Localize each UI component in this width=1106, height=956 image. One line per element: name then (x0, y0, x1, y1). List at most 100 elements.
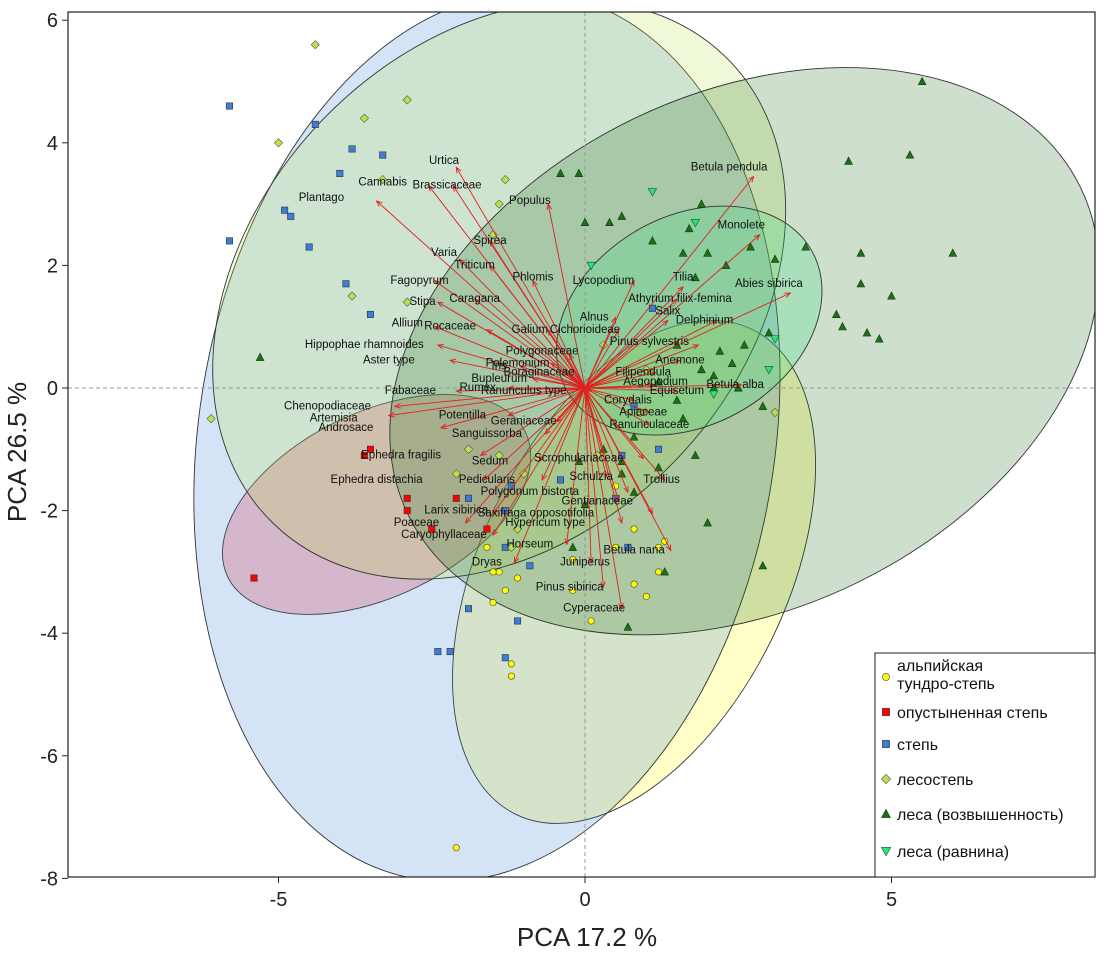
arrow-monolete (584, 233, 761, 389)
x-tick-label--5: -5 (270, 889, 288, 911)
arrow-head-polygonaceae (569, 353, 575, 361)
ellipse-3 (193, 12, 781, 877)
arrow-line-cichorioideae (584, 329, 620, 389)
arrow-line-horseum (566, 387, 586, 545)
var-label-cannabis: Cannabis (358, 177, 407, 189)
point-s3-17 (446, 648, 454, 656)
var-label-urtica: Urtica (429, 155, 460, 167)
point-s3-4 (379, 151, 387, 159)
arrow-head-stipa (436, 301, 444, 308)
arrow-line-caragana (474, 298, 586, 389)
arrow-head-artemisia (387, 412, 395, 418)
point-s3-5 (336, 169, 344, 177)
point-s3-9 (305, 243, 313, 251)
arrow-line-galium (547, 329, 586, 389)
arrow-line-varia (459, 258, 586, 389)
point-s5-53 (255, 352, 265, 361)
arrow-line-cyperaceae (584, 387, 623, 609)
point-s6-1 (647, 188, 658, 197)
point-s3-26 (648, 304, 656, 312)
arrow-cyperaceae (584, 387, 624, 610)
x-tick-label-5: 5 (886, 889, 897, 911)
arrow-head-scrophulariaceae (637, 452, 644, 460)
var-label-boraginaceae: Boraginaceae (504, 367, 575, 379)
point-s2-5 (452, 494, 460, 502)
point-s2-6 (483, 525, 491, 533)
arrow-polygonaceae (569, 353, 586, 389)
arrow-pinus-sibirica (584, 387, 606, 589)
arrow-line-dryas (514, 387, 586, 563)
point-s1-8 (569, 556, 577, 564)
arrow-horseum (564, 387, 586, 546)
arrow-head-delphinium (710, 320, 718, 326)
point-s5-2 (844, 156, 853, 165)
var-label-pedicularis: Pedicularis (459, 474, 515, 486)
var-label-ephedra-distachia: Ephedra distachia (331, 474, 424, 486)
var-label-horseum: Horseum (507, 538, 554, 550)
var-label-poaceae: Poaceae (394, 517, 439, 529)
point-s1-13 (483, 543, 491, 551)
arrow-equisetum (584, 387, 679, 394)
arrow-betula-nana (584, 387, 672, 552)
var-label-hypericum-type: Hypericum type (505, 517, 585, 529)
arrow-line-phlomis (532, 280, 586, 389)
arrow-head-spirea (489, 239, 496, 247)
point-s3-3 (348, 145, 356, 153)
point-s1-14 (489, 599, 497, 607)
point-s5-9 (648, 236, 657, 245)
y-tick-label--4: -4 (40, 623, 58, 645)
point-s4-11 (206, 414, 216, 424)
arrow-line-betula-pendula (584, 176, 754, 389)
arrow-caragana (473, 298, 586, 389)
point-s5-31 (697, 364, 706, 374)
y-tick-label-4: 4 (47, 133, 58, 155)
legend-marker-2 (882, 708, 890, 716)
arrow-apiaceae (584, 387, 651, 414)
arrow-line-betula-nana (584, 387, 672, 551)
point-s6-4 (770, 335, 780, 344)
arrow-head-abies-sibirica (784, 292, 792, 298)
var-label-geraniaceae: Geraniaceae (491, 416, 557, 428)
point-s3-16 (514, 617, 522, 625)
arrow-line-iris (520, 366, 586, 389)
point-s5-50 (568, 542, 578, 551)
point-s5-6 (580, 217, 590, 226)
arrow-trollius (584, 387, 666, 481)
y-tick-label--8: -8 (40, 868, 58, 890)
arrow-athyrium-filix-femina (584, 298, 678, 389)
var-label-ranunculus-type: Ranunculus type (481, 385, 567, 397)
arrow-line-ephedra-fragilis (480, 387, 586, 456)
point-s5-35 (678, 413, 688, 423)
var-label-ranunculaceae: Ranunculaceae (609, 419, 689, 431)
arrow-line-fabaceae (456, 387, 586, 392)
arrow-corydalis (584, 387, 636, 402)
sample-points (206, 40, 958, 852)
arrow-caryophyllaceae (492, 387, 586, 537)
arrow-head-saxifraga-opposotifolia (647, 507, 653, 515)
arrow-line-delphinium (584, 320, 717, 389)
arrow-head-polygonum-bistorta (623, 486, 629, 494)
var-label-cichorioideae: Cichorioideae (550, 324, 620, 336)
arrow-head-schulzia (602, 470, 608, 479)
arrow-head-cannabis (427, 184, 435, 192)
point-s3-11 (366, 310, 374, 318)
var-label-artemisia: Artemisia (310, 413, 359, 425)
var-label-brassicaceae: Brassicaceae (413, 180, 482, 192)
point-s5-8 (617, 211, 627, 220)
point-s2-8 (403, 494, 411, 502)
legend-label-4: лесостепь (897, 772, 973, 789)
arrow-head-caragana (473, 298, 481, 305)
point-s4-3 (359, 113, 369, 123)
point-s5-19 (856, 248, 866, 257)
legend-label-6: леса (равнина) (897, 844, 1009, 861)
arrow-poaceae (464, 387, 586, 524)
var-label-pinus-sibirica: Pinus sibirica (536, 581, 604, 593)
var-label-allium: Allium (392, 318, 423, 330)
point-s3-23 (624, 543, 632, 551)
point-s5-5 (574, 168, 584, 177)
arrow-line-alnus (584, 317, 617, 389)
point-s2-7 (428, 525, 436, 533)
point-s3-25 (655, 445, 663, 453)
arrow-head-corydalis (628, 396, 636, 402)
